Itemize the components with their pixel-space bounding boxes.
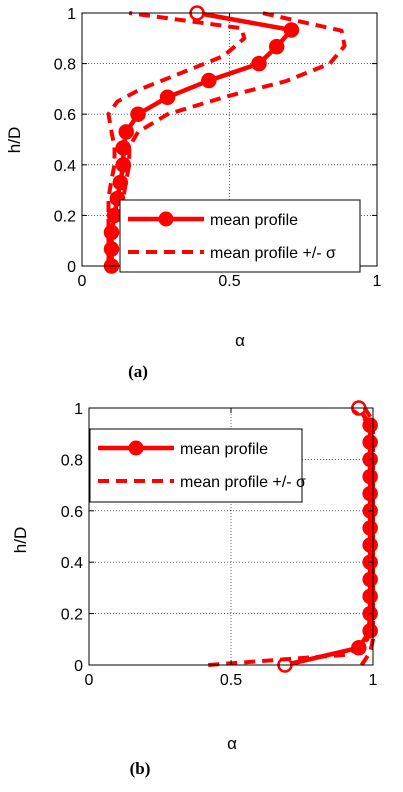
panel-caption: (b) bbox=[130, 759, 151, 778]
y-tick-label: 0 bbox=[67, 259, 76, 276]
y-tick-label: 0.6 bbox=[61, 504, 83, 521]
legend: mean profile mean profile +/- σ bbox=[119, 199, 361, 273]
x-axis-label: α bbox=[227, 734, 237, 753]
y-axis-label: h/D bbox=[11, 527, 30, 553]
y-tick-label: 0.4 bbox=[61, 555, 83, 572]
data-point bbox=[251, 55, 267, 72]
legend-swatch-marker bbox=[128, 440, 144, 456]
data-point bbox=[159, 89, 176, 105]
panel-caption: (a) bbox=[128, 362, 148, 381]
x-tick-label: 0 bbox=[78, 273, 87, 290]
legend-label: mean profile bbox=[180, 441, 268, 458]
y-tick-label: 1 bbox=[74, 401, 83, 418]
legend: mean profile mean profile +/- σ bbox=[89, 428, 306, 503]
legend-label: mean profile +/- σ bbox=[180, 474, 306, 491]
y-axis-label: h/D bbox=[5, 127, 24, 153]
x-tick-label: 0 bbox=[85, 672, 94, 689]
y-tick-label: 0.4 bbox=[54, 158, 76, 175]
legend-box bbox=[119, 199, 361, 273]
legend-label: mean profile +/- σ bbox=[210, 245, 336, 262]
legend-box bbox=[89, 428, 303, 503]
data-point bbox=[130, 106, 146, 122]
legend-swatch-marker bbox=[158, 211, 174, 227]
y-tick-label: 0.6 bbox=[54, 107, 76, 124]
x-axis-label: α bbox=[235, 331, 245, 350]
x-tick-label: 1 bbox=[369, 672, 378, 689]
x-tick-label: 1 bbox=[373, 273, 382, 290]
data-point bbox=[201, 72, 217, 89]
data-point bbox=[268, 38, 285, 55]
y-tick-label: 0.2 bbox=[61, 607, 83, 624]
y-tick-label: 0 bbox=[74, 658, 83, 675]
data-point bbox=[283, 22, 300, 38]
y-tick-label: 1 bbox=[67, 6, 76, 23]
data-point bbox=[118, 124, 134, 140]
legend-label: mean profile bbox=[210, 212, 298, 229]
y-tick-label: 0.8 bbox=[61, 452, 83, 469]
series-line-0 bbox=[109, 10, 294, 266]
y-tick-label: 0.2 bbox=[54, 208, 76, 225]
x-tick-label: 0.5 bbox=[220, 672, 242, 689]
x-tick-label: 0.5 bbox=[218, 273, 240, 290]
series-line-2 bbox=[106, 11, 247, 266]
y-tick-label: 0.8 bbox=[54, 57, 76, 74]
